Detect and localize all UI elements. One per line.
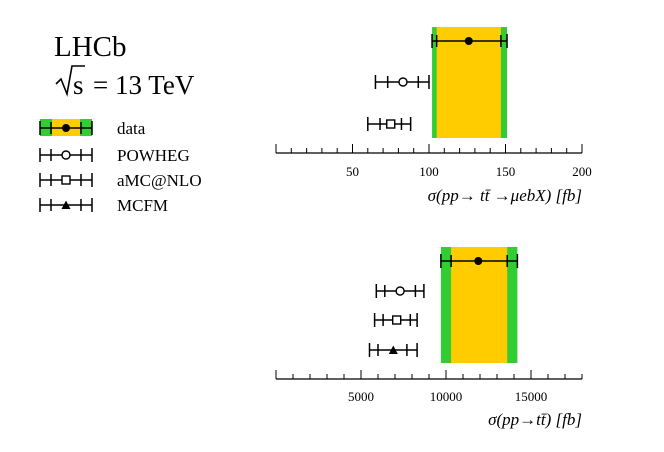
panel-ttbar-total: 5000 10000 15000 σ(pp→tt̄) [fb] [275, 247, 583, 429]
legend-label-data: data [117, 119, 146, 138]
open-circle-marker [398, 77, 408, 87]
x-tick-label: 15000 [515, 389, 548, 404]
prediction-powheg [375, 284, 425, 298]
prediction-powheg [374, 75, 430, 89]
data-stat-band [436, 27, 501, 138]
x-axis-label: σ(pp→ tt̄ →μebX) [fb] [428, 186, 582, 205]
legend-item-mcfm: MCFM [39, 196, 168, 215]
legend: data POWHEG aMC@NLO MCFM [39, 119, 202, 215]
filled-circle-marker [464, 37, 473, 45]
legend-label-mcfm: MCFM [117, 196, 168, 215]
x-axis-label: σ(pp→tt̄) [fb] [488, 410, 582, 429]
panel-ttbar-muebx: 50 100 150 200 σ(pp→ tt̄ →μebX) [fb] [275, 27, 592, 205]
sqrt-symbol [55, 65, 85, 97]
energy-value: = 13 TeV [93, 70, 195, 100]
legend-marker-filled-triangle [61, 200, 71, 209]
open-square-marker [392, 315, 402, 325]
prediction-mcfm [368, 343, 418, 357]
data-point [431, 34, 508, 48]
legend-label-amcatnlo: aMC@NLO [117, 171, 202, 190]
legend-marker-open-square [61, 175, 71, 185]
filled-circle-marker [474, 257, 483, 265]
x-tick-label: 200 [572, 164, 592, 179]
prediction-amc-nlo [367, 117, 412, 131]
prediction-amc-nlo [373, 313, 418, 327]
x-tick-label: 5000 [348, 389, 374, 404]
data-point [440, 254, 519, 268]
experiment-label: LHCb [54, 31, 127, 63]
energy-s: s [73, 70, 84, 100]
legend-marker-filled-circle [62, 124, 70, 132]
legend-marker-open-circle [61, 150, 71, 160]
legend-item-powheg: POWHEG [39, 146, 190, 165]
energy-label: s = 13 TeV [55, 65, 195, 100]
x-tick-label: 150 [496, 164, 516, 179]
x-tick-label: 100 [419, 164, 439, 179]
open-circle-marker [395, 286, 405, 296]
legend-item-amcatnlo: aMC@NLO [39, 171, 202, 190]
x-tick-label: 50 [346, 164, 359, 179]
legend-item-data: data [39, 119, 146, 138]
data-stat-band [451, 247, 508, 363]
legend-label-powheg: POWHEG [117, 146, 190, 165]
open-square-marker [386, 119, 396, 129]
filled-triangle-marker [388, 345, 398, 354]
x-tick-label: 10000 [430, 389, 463, 404]
